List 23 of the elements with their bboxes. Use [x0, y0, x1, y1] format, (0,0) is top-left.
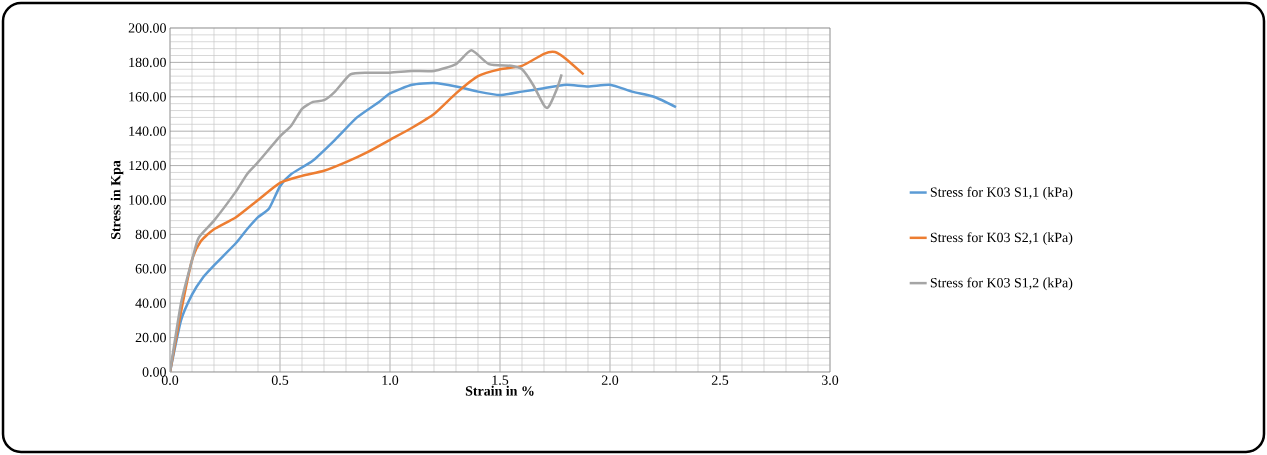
- legend-label: Stress for K03 S1,1 (kPa): [930, 186, 1073, 200]
- y-tick-label: 80.00: [135, 229, 166, 240]
- x-tick-label: 1.0: [382, 375, 399, 385]
- y-tick-label: 140.00: [129, 126, 166, 136]
- x-axis-title: Strain in %: [465, 385, 534, 396]
- y-tick-label: 160.00: [129, 92, 166, 102]
- y-axis-title: Stress in Kpa: [110, 160, 124, 240]
- y-tick-label: 100.00: [129, 195, 166, 205]
- legend-label: Stress for K03 S1,2 (kPa): [930, 277, 1073, 291]
- legend-label: Stress for K03 S2,1 (kPa): [930, 232, 1073, 245]
- x-tick-label: 2.0: [601, 375, 619, 385]
- y-tick-label: 180.00: [129, 57, 166, 68]
- x-tick-label: 2.5: [711, 375, 729, 385]
- x-tick-label: 0.5: [271, 375, 289, 385]
- x-tick-label: 0.0: [161, 375, 179, 385]
- y-tick-label: 20.00: [135, 332, 166, 343]
- y-tick-label: 200.00: [128, 23, 166, 33]
- x-tick-label: 1.5: [492, 375, 509, 385]
- y-tick-label: 0.00: [142, 367, 166, 377]
- y-tick-label: 120.00: [129, 160, 166, 171]
- y-tick-label: 40.00: [135, 298, 166, 308]
- y-tick-label: 60.00: [135, 264, 166, 274]
- x-tick-label: 3.0: [821, 375, 839, 385]
